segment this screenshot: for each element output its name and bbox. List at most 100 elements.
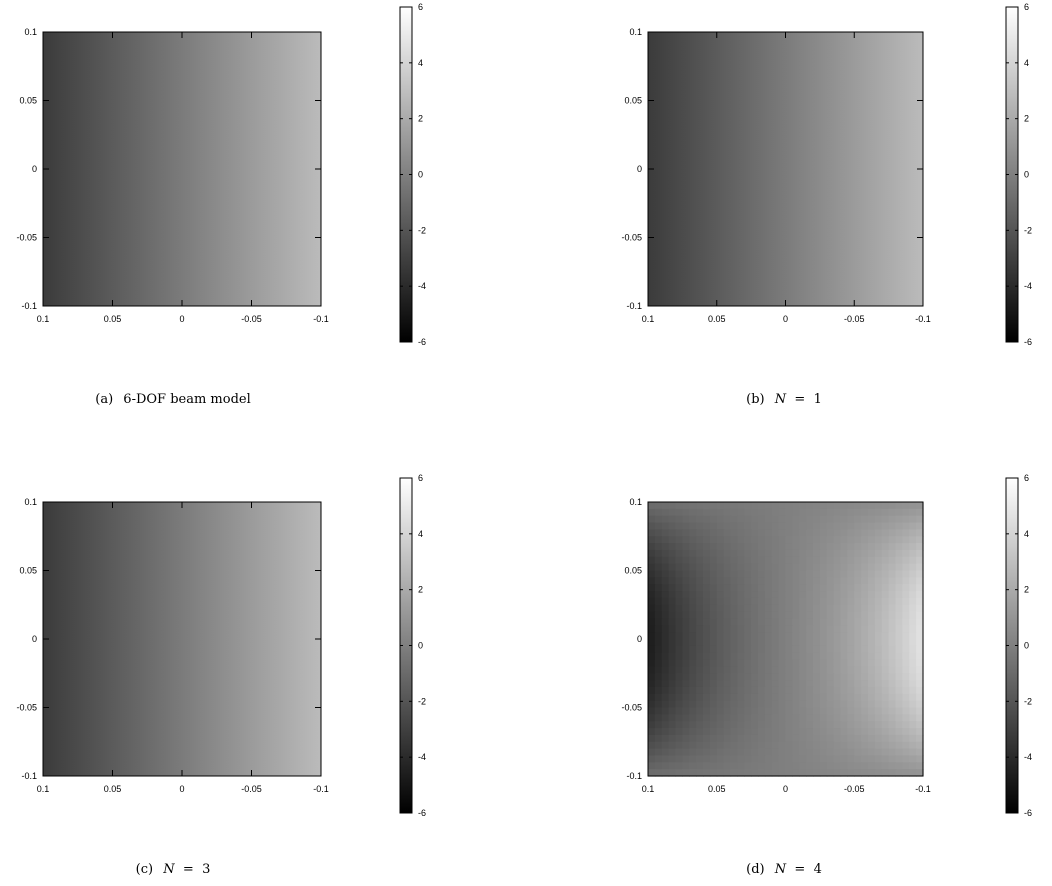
heatmap-cell — [833, 741, 842, 750]
heatmap-cell — [703, 515, 711, 524]
heatmap-cell — [847, 762, 855, 770]
heatmap-cell — [709, 680, 718, 688]
heatmap-cell — [847, 591, 855, 599]
heatmap-cell — [696, 666, 704, 674]
heatmap-cell — [758, 755, 766, 763]
heatmap-cell — [675, 741, 683, 750]
heatmap-cell — [833, 549, 842, 558]
heatmap-cell — [764, 584, 773, 592]
heatmap-cell — [648, 673, 656, 681]
heatmap-cell — [689, 639, 697, 647]
heatmap-cell — [716, 652, 725, 661]
heatmap-cell — [696, 618, 704, 626]
heatmap-cell — [654, 522, 663, 530]
heatmap-cell — [806, 625, 814, 633]
heatmap-cell — [785, 707, 793, 715]
heatmap-cell — [813, 652, 821, 661]
heatmap-cell — [881, 700, 890, 709]
heatmap-cell — [730, 721, 738, 729]
heatmap-cell — [826, 652, 835, 661]
heatmap-cell — [819, 707, 828, 715]
heatmap-cell — [813, 632, 821, 640]
heatmap-cell — [799, 563, 807, 572]
heatmap-cell — [778, 604, 787, 613]
heatmap-cell — [751, 556, 759, 565]
heatmap-cell — [744, 707, 752, 715]
heatmap-cell — [840, 502, 848, 510]
heatmap-cell — [648, 714, 656, 722]
heatmap-cell — [847, 652, 855, 661]
heatmap-cell — [661, 522, 670, 530]
heatmap-cell — [730, 611, 738, 620]
caption: (a) 6-DOF beam model — [95, 392, 251, 407]
heatmap-cell — [833, 645, 842, 654]
heatmap-cell — [902, 502, 910, 510]
heatmap-cell — [668, 508, 677, 517]
heatmap-cell — [840, 673, 848, 681]
heatmap-cell — [730, 693, 738, 702]
heatmap-cell — [730, 755, 738, 763]
heatmap-cell — [902, 556, 910, 565]
heatmap-cell — [675, 632, 683, 640]
heatmap-cell — [737, 522, 745, 530]
y-tick-label: 0 — [637, 164, 642, 174]
heatmap-cell — [758, 577, 766, 585]
heatmap-cell — [813, 515, 821, 524]
heatmap-cell — [709, 645, 718, 654]
heatmap-cell — [751, 515, 759, 524]
heatmap-cell — [792, 515, 800, 524]
heatmap-cell — [654, 611, 663, 620]
heatmap-cell — [895, 673, 903, 681]
heatmap-cell — [785, 515, 793, 524]
heatmap-cell — [689, 714, 697, 722]
heatmap-cell — [874, 591, 883, 599]
heatmap-cell — [833, 734, 842, 743]
heatmap-cell — [723, 563, 732, 572]
heatmap-cell — [675, 693, 683, 702]
heatmap-cell — [654, 652, 663, 661]
heatmap-cell — [696, 604, 704, 613]
heatmap-cell — [668, 618, 677, 626]
caption: (c) N = 3 — [136, 862, 211, 877]
heatmap-cell — [661, 515, 670, 524]
heatmap-cell — [792, 563, 800, 572]
heatmap-cell — [730, 652, 738, 661]
heatmap-cell — [840, 693, 848, 702]
heatmap-cell — [648, 597, 656, 606]
heatmap-cell — [689, 673, 697, 681]
plot-frame — [42, 501, 322, 777]
heatmap-cell — [648, 529, 656, 537]
heatmap-cell — [895, 645, 903, 654]
heatmap-cell — [648, 543, 656, 551]
heatmap-cell — [723, 502, 732, 510]
heatmap-cell — [682, 543, 690, 551]
heatmap-cell — [778, 522, 787, 530]
colorbar-tick-label: -4 — [1024, 752, 1032, 762]
heatmap-cell — [648, 563, 656, 572]
heatmap-cell — [764, 549, 773, 558]
heatmap-cell — [716, 618, 725, 626]
heatmap-cell — [840, 604, 848, 613]
heatmap-cell — [902, 741, 910, 750]
heatmap-cell — [799, 769, 807, 777]
heatmap-cell — [723, 515, 732, 524]
heatmap-cell — [909, 556, 917, 565]
heatmap-cell — [661, 570, 670, 578]
heatmap-cell — [723, 597, 732, 606]
heatmap-cell — [861, 721, 869, 729]
heatmap-cell — [648, 728, 656, 736]
heatmap-cell — [847, 693, 855, 702]
heatmap-cell — [840, 618, 848, 626]
heatmap-cell — [916, 604, 924, 613]
heatmap-cell — [813, 686, 821, 695]
y-tick-label: -0.1 — [21, 771, 37, 781]
heatmap-cell — [840, 522, 848, 530]
heatmap-cell — [916, 591, 924, 599]
heatmap-cell — [909, 728, 917, 736]
heatmap-cell — [696, 597, 704, 606]
colorbar-tick-label: 6 — [418, 473, 423, 483]
heatmap-cell — [689, 508, 697, 517]
heatmap-cell — [716, 645, 725, 654]
heatmap-cell — [888, 536, 897, 544]
heatmap-cell — [909, 741, 917, 750]
